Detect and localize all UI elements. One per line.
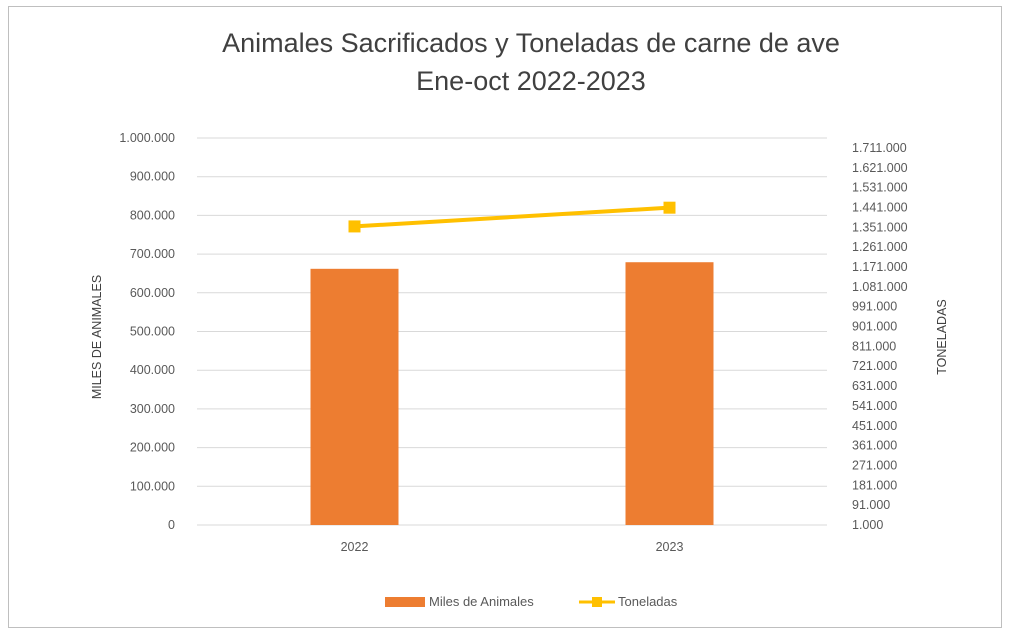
- y2-tick-label: 181.000: [852, 478, 897, 492]
- legend: Miles de Animales Toneladas: [385, 594, 678, 609]
- y-tick-label: 200.000: [130, 441, 175, 455]
- y-tick-label: 300.000: [130, 402, 175, 416]
- line-toneladas: [354, 205, 670, 229]
- y2-axis-title: TONELADAS: [935, 299, 949, 375]
- x-tick-label: 2023: [656, 540, 684, 554]
- chart-subtitle: Ene-oct 2022-2023: [416, 66, 646, 96]
- legend-label-bars: Miles de Animales: [429, 594, 534, 609]
- legend-swatch-bars: [385, 597, 425, 607]
- chart-svg: Animales Sacrificados y Toneladas de car…: [90, 28, 949, 609]
- y-tick-label: 100.000: [130, 479, 175, 493]
- bar-2023: [625, 262, 714, 525]
- y-axis-title: MILES DE ANIMALES: [90, 275, 104, 399]
- y2-tick-label: 1.621.000: [852, 161, 908, 175]
- y2-tick-label: 1.261.000: [852, 240, 908, 254]
- marker-2023: [663, 201, 676, 214]
- y-tick-label: 1.000.000: [119, 131, 175, 145]
- y-tick-label: 500.000: [130, 325, 175, 339]
- bar-2022: [310, 268, 399, 525]
- chart-title: Animales Sacrificados y Toneladas de car…: [222, 28, 840, 58]
- chart-frame: Animales Sacrificados y Toneladas de car…: [8, 6, 1002, 628]
- y2-tick-label: 541.000: [852, 399, 897, 413]
- x-axis-ticks: 2022 2023: [341, 540, 684, 554]
- y-tick-label: 400.000: [130, 363, 175, 377]
- gridlines: [197, 137, 827, 526]
- y2-tick-label: 271.000: [852, 458, 897, 472]
- line-series: [348, 201, 676, 233]
- y2-axis-ticks: 1.000 91.000 181.000 271.000 361.000 451.000 5…: [852, 141, 908, 532]
- y2-tick-label: 631.000: [852, 379, 897, 393]
- y2-tick-label: 361.000: [852, 439, 897, 453]
- y2-tick-label: 721.000: [852, 359, 897, 373]
- y2-tick-label: 1.351.000: [852, 220, 908, 234]
- y2-tick-label: 1.441.000: [852, 200, 908, 214]
- bars: [310, 262, 714, 525]
- marker-2022: [348, 220, 361, 233]
- y2-tick-label: 901.000: [852, 320, 897, 334]
- y2-tick-label: 1.000: [852, 518, 883, 532]
- y-axis-ticks: 0 100.000 200.000 300.000 400.000 500.000 600.…: [119, 131, 175, 532]
- y-tick-label: 600.000: [130, 286, 175, 300]
- x-tick-label: 2022: [341, 540, 369, 554]
- y2-tick-label: 451.000: [852, 419, 897, 433]
- y2-tick-label: 991.000: [852, 300, 897, 314]
- y2-tick-label: 811.000: [852, 339, 896, 353]
- y-tick-label: 0: [168, 518, 175, 532]
- y-tick-label: 700.000: [130, 247, 175, 261]
- y2-tick-label: 91.000: [852, 498, 890, 512]
- y-tick-label: 800.000: [130, 208, 175, 222]
- legend-label-line: Toneladas: [618, 594, 678, 609]
- y2-tick-label: 1.171.000: [852, 260, 908, 274]
- y2-tick-label: 1.531.000: [852, 181, 908, 195]
- y-tick-label: 900.000: [130, 170, 175, 184]
- y2-tick-label: 1.081.000: [852, 280, 908, 294]
- legend-swatch-marker: [592, 597, 602, 607]
- y2-tick-label: 1.711.000: [852, 141, 907, 155]
